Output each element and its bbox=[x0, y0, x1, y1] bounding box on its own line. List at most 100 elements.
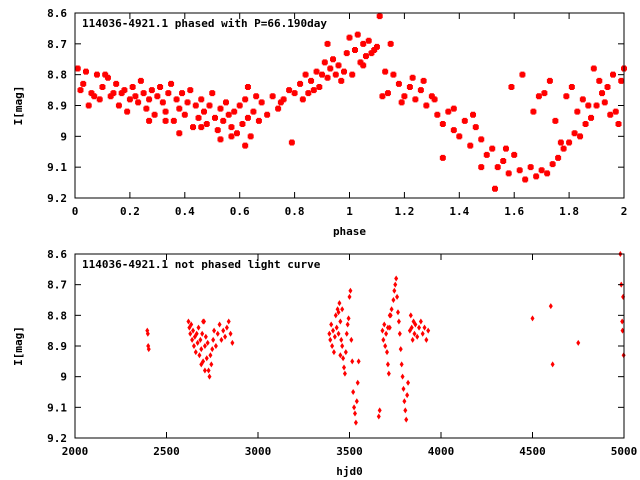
unphased-x-tick-label: 2500 bbox=[153, 445, 180, 458]
data-point bbox=[549, 161, 556, 168]
data-point bbox=[146, 96, 153, 103]
data-point bbox=[385, 349, 390, 356]
data-point bbox=[491, 185, 498, 192]
data-point bbox=[239, 121, 246, 127]
data-point bbox=[85, 102, 92, 109]
data-point bbox=[187, 87, 194, 94]
data-point bbox=[410, 336, 415, 343]
data-point bbox=[467, 142, 474, 149]
data-point bbox=[242, 142, 249, 149]
data-point bbox=[201, 108, 208, 115]
phased-x-tick-label: 2 bbox=[621, 205, 628, 218]
data-point bbox=[384, 330, 389, 337]
data-point bbox=[211, 114, 218, 121]
data-point bbox=[385, 361, 390, 368]
data-point bbox=[418, 318, 423, 325]
data-point bbox=[353, 419, 358, 426]
data-point bbox=[244, 84, 251, 90]
data-point bbox=[571, 130, 578, 137]
unphased-plot-y-axis-title: I[mag] bbox=[12, 326, 25, 366]
data-point bbox=[198, 124, 205, 131]
data-point bbox=[242, 96, 249, 103]
unphased-plot-marks bbox=[145, 251, 626, 426]
data-point bbox=[275, 105, 282, 112]
data-point bbox=[420, 77, 427, 84]
data-point bbox=[132, 93, 139, 100]
data-point bbox=[607, 111, 614, 118]
data-point bbox=[236, 102, 243, 109]
phased-y-tick-label: 8.8 bbox=[47, 69, 67, 82]
data-point bbox=[544, 170, 551, 177]
data-point bbox=[286, 87, 293, 94]
data-point bbox=[345, 321, 350, 328]
data-point bbox=[212, 327, 217, 334]
data-point bbox=[604, 84, 611, 90]
data-point bbox=[328, 336, 333, 343]
data-point bbox=[339, 336, 344, 343]
data-point bbox=[352, 410, 357, 417]
data-point bbox=[302, 71, 309, 78]
data-point bbox=[397, 330, 402, 337]
phased-x-tick-label: 1.2 bbox=[394, 205, 414, 218]
data-point bbox=[191, 343, 196, 349]
data-point bbox=[399, 361, 404, 368]
data-point bbox=[582, 121, 589, 127]
data-point bbox=[91, 93, 98, 100]
data-point bbox=[313, 68, 320, 75]
data-point bbox=[82, 68, 89, 75]
data-point bbox=[557, 139, 564, 146]
data-point bbox=[380, 327, 385, 334]
data-point bbox=[522, 176, 529, 183]
data-point bbox=[213, 343, 218, 349]
data-point bbox=[99, 84, 106, 90]
data-point bbox=[563, 93, 570, 100]
data-point bbox=[560, 145, 567, 152]
data-point bbox=[115, 102, 122, 109]
data-point bbox=[405, 392, 410, 399]
data-point bbox=[197, 352, 202, 359]
data-point bbox=[195, 339, 200, 346]
data-point bbox=[299, 96, 306, 103]
data-point bbox=[208, 352, 213, 359]
data-point bbox=[333, 312, 338, 319]
data-point bbox=[376, 413, 381, 420]
data-point bbox=[305, 90, 312, 97]
data-point bbox=[415, 333, 420, 340]
data-point bbox=[96, 96, 103, 103]
data-point bbox=[385, 324, 390, 331]
data-point bbox=[585, 102, 592, 109]
data-point bbox=[324, 40, 331, 47]
phased-y-tick-label: 8.7 bbox=[47, 38, 67, 51]
data-point bbox=[321, 59, 328, 66]
data-point bbox=[338, 352, 343, 359]
data-point bbox=[217, 136, 224, 143]
data-point bbox=[546, 77, 553, 84]
data-point bbox=[555, 154, 562, 161]
unphased-y-tick-label: 9.2 bbox=[47, 432, 67, 445]
data-point bbox=[253, 93, 260, 100]
data-point bbox=[461, 117, 468, 124]
data-point bbox=[541, 90, 548, 97]
data-point bbox=[422, 324, 427, 331]
data-point bbox=[157, 84, 164, 90]
data-point bbox=[203, 121, 210, 127]
data-point bbox=[412, 96, 419, 103]
data-point bbox=[210, 346, 215, 353]
data-point bbox=[533, 173, 540, 180]
data-point bbox=[386, 370, 391, 377]
phased-y-tick-label: 8.6 bbox=[47, 7, 67, 20]
unphased-x-tick-label: 4000 bbox=[428, 445, 455, 458]
data-point bbox=[406, 84, 413, 90]
phased-x-tick-label: 0 bbox=[72, 205, 79, 218]
unphased-plot: 2000 2500 3000 3500 4000 4500 5000 8.6 8.7 8.8 8.9… bbox=[12, 248, 637, 478]
data-point bbox=[288, 139, 295, 146]
data-point bbox=[519, 71, 526, 78]
unphased-y-tick-label: 8.8 bbox=[47, 309, 67, 322]
data-point bbox=[439, 121, 446, 127]
data-point bbox=[319, 71, 326, 78]
data-point bbox=[228, 124, 235, 131]
data-point bbox=[365, 37, 372, 44]
data-point bbox=[162, 108, 169, 115]
phased-y-tick-label: 9.2 bbox=[47, 192, 67, 205]
data-point bbox=[202, 343, 207, 349]
